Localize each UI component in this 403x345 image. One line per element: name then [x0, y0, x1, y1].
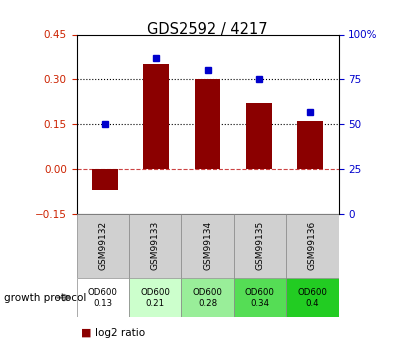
Bar — [92, 169, 118, 190]
Bar — [129, 214, 181, 278]
Text: GSM99132: GSM99132 — [98, 221, 107, 270]
Text: OD600
0.34: OD600 0.34 — [245, 287, 275, 308]
Text: OD600
0.21: OD600 0.21 — [140, 287, 170, 308]
Bar — [234, 214, 286, 278]
Text: ■: ■ — [81, 328, 91, 338]
Bar — [181, 278, 234, 317]
Bar — [129, 278, 181, 317]
Bar — [286, 214, 339, 278]
Bar — [234, 278, 286, 317]
Text: GSM99134: GSM99134 — [203, 221, 212, 270]
Bar — [286, 278, 339, 317]
Bar — [181, 214, 234, 278]
Bar — [195, 79, 220, 169]
Bar — [143, 65, 169, 169]
Bar — [246, 103, 272, 169]
Text: GDS2592 / 4217: GDS2592 / 4217 — [147, 22, 268, 37]
Text: OD600
0.13: OD600 0.13 — [88, 287, 118, 308]
Text: log2 ratio: log2 ratio — [95, 328, 145, 338]
Text: GSM99135: GSM99135 — [256, 221, 264, 270]
Bar — [77, 214, 129, 278]
Text: GSM99136: GSM99136 — [308, 221, 317, 270]
Bar — [77, 278, 129, 317]
Text: GSM99133: GSM99133 — [151, 221, 160, 270]
Text: growth protocol: growth protocol — [4, 293, 86, 303]
Text: OD600
0.28: OD600 0.28 — [193, 287, 222, 308]
Text: OD600
0.4: OD600 0.4 — [297, 287, 327, 308]
Bar — [297, 121, 323, 169]
